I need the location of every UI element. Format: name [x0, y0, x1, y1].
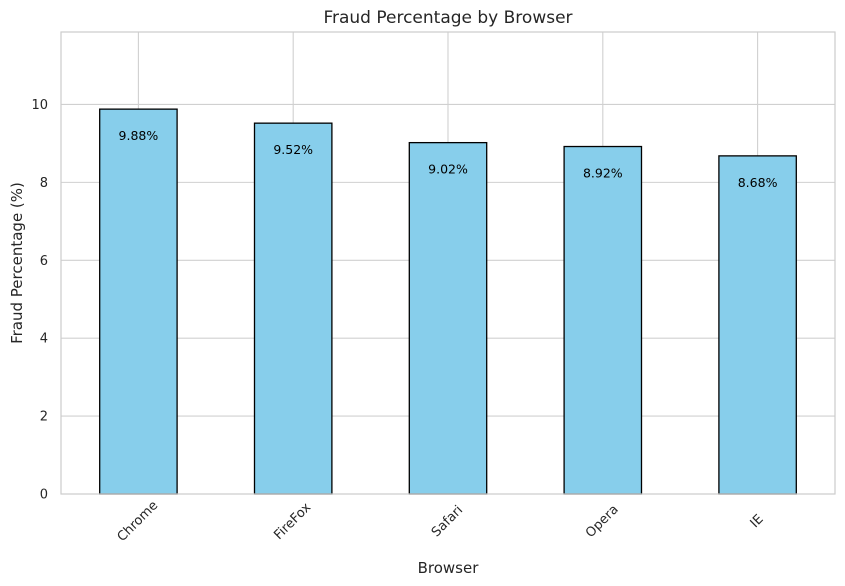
- bars: [99, 108, 797, 495]
- y-tick-label: 0: [40, 488, 48, 503]
- bar-opera: [563, 145, 643, 495]
- y-tick-label: 10: [31, 98, 48, 113]
- data-label: 8.68%: [738, 175, 778, 190]
- y-tick-labels: 0 2 4 6 8 10: [31, 98, 48, 503]
- plot-frame: [60, 31, 836, 495]
- chart-title: Fraud Percentage by Browser: [323, 8, 572, 28]
- y-tick-label: 4: [40, 332, 48, 347]
- y-tick-label: 8: [40, 176, 48, 191]
- y-tick-label: 6: [40, 254, 48, 269]
- bar-chrome: [99, 108, 178, 495]
- bar-ie: [718, 155, 797, 495]
- data-label: 9.88%: [119, 128, 159, 143]
- data-label: 9.52%: [273, 142, 313, 157]
- data-label: 9.02%: [428, 162, 468, 177]
- bar-firefox: [253, 122, 333, 495]
- bar-safari: [408, 141, 488, 495]
- data-label: 8.92%: [583, 166, 623, 181]
- y-tick-label: 2: [40, 410, 48, 425]
- x-axis-title: Browser: [418, 559, 480, 577]
- bar-data-labels: 9.88% 9.52% 9.02% 8.92% 8.68%: [119, 128, 778, 190]
- y-axis-title: Fraud Percentage (%): [8, 182, 26, 344]
